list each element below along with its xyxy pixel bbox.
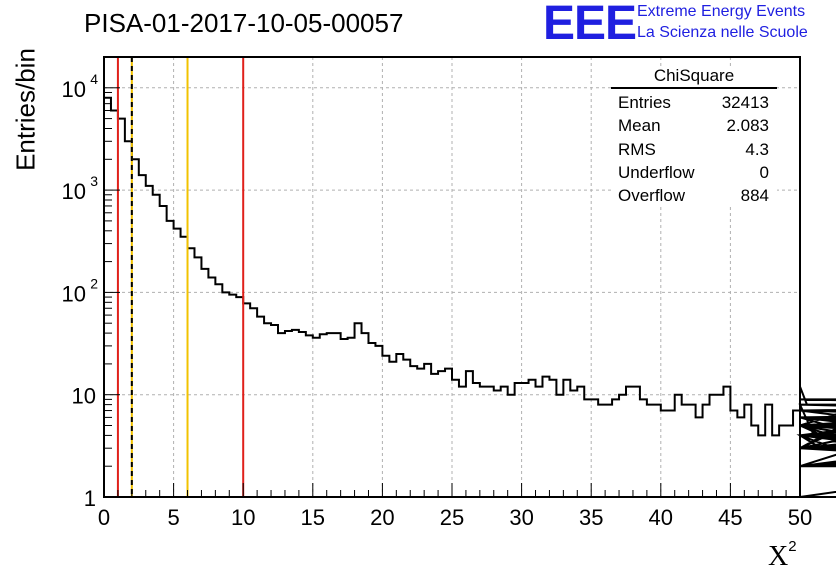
stats-row: Entries 32413 [611, 91, 777, 114]
stats-label: RMS [618, 139, 656, 159]
x-tick-label: 15 [301, 505, 325, 530]
chart-title: PISA-01-2017-10-05-00057 [84, 8, 404, 38]
stats-row: Overflow 884 [611, 184, 777, 207]
x-axis-label-sup: 2 [788, 538, 797, 555]
stats-label: Mean [618, 116, 661, 136]
y-tick-exponent: 4 [90, 71, 98, 87]
histogram-series [103, 96, 836, 498]
x-tick-label: 45 [718, 505, 742, 530]
y-tick-exponent: 2 [90, 275, 98, 291]
stats-row: Underflow 0 [611, 161, 777, 184]
y-axis-label: Entries/bin [10, 48, 41, 171]
y-tick-label: 10 [62, 179, 86, 204]
stats-label: Overflow [618, 186, 686, 206]
threshold-lines [116, 57, 245, 497]
stats-row: Mean 2.083 [611, 114, 777, 137]
y-tick-label: 10 [62, 281, 86, 306]
y-tick-exponent: 3 [90, 173, 98, 189]
x-tick-label: 0 [98, 505, 110, 530]
stats-label: Underflow [618, 162, 695, 182]
x-tick-label: 30 [509, 505, 533, 530]
logo-line-2: La Scienza nelle Scuole [637, 24, 808, 41]
x-tick-label: 10 [231, 505, 255, 530]
y-tick-label: 10 [72, 384, 96, 409]
stats-title: ChiSquare [611, 66, 777, 89]
x-axis-label: X2 [768, 538, 797, 573]
y-tick-label: 1 [84, 486, 96, 511]
logo-line-1: Extreme Energy Events [637, 3, 806, 20]
x-tick-label: 20 [370, 505, 394, 530]
x-tick-label: 50 [788, 505, 812, 530]
stats-value: 884 [740, 186, 769, 206]
x-axis-label-base: X [768, 541, 789, 572]
x-axis: 0 5 10 15 20 25 30 35 40 45 50 [98, 483, 812, 530]
stats-value: 32413 [721, 93, 769, 112]
stats-value: 2.083 [726, 116, 769, 136]
x-tick-label: 35 [579, 505, 603, 530]
stats-box: ChiSquare Entries 32413 Mean 2.083 RMS 4.3 … [611, 66, 777, 208]
x-tick-label: 25 [440, 505, 464, 530]
y-tick-label: 10 [62, 77, 86, 102]
x-tick-label: 40 [649, 505, 673, 530]
stats-value: 0 [759, 162, 769, 182]
stats-label: Entries [618, 93, 671, 112]
stats-row: RMS 4.3 [611, 138, 777, 161]
eee-logo: EEE [543, 0, 637, 50]
stats-value: 4.3 [745, 139, 769, 159]
x-tick-label: 5 [167, 505, 179, 530]
